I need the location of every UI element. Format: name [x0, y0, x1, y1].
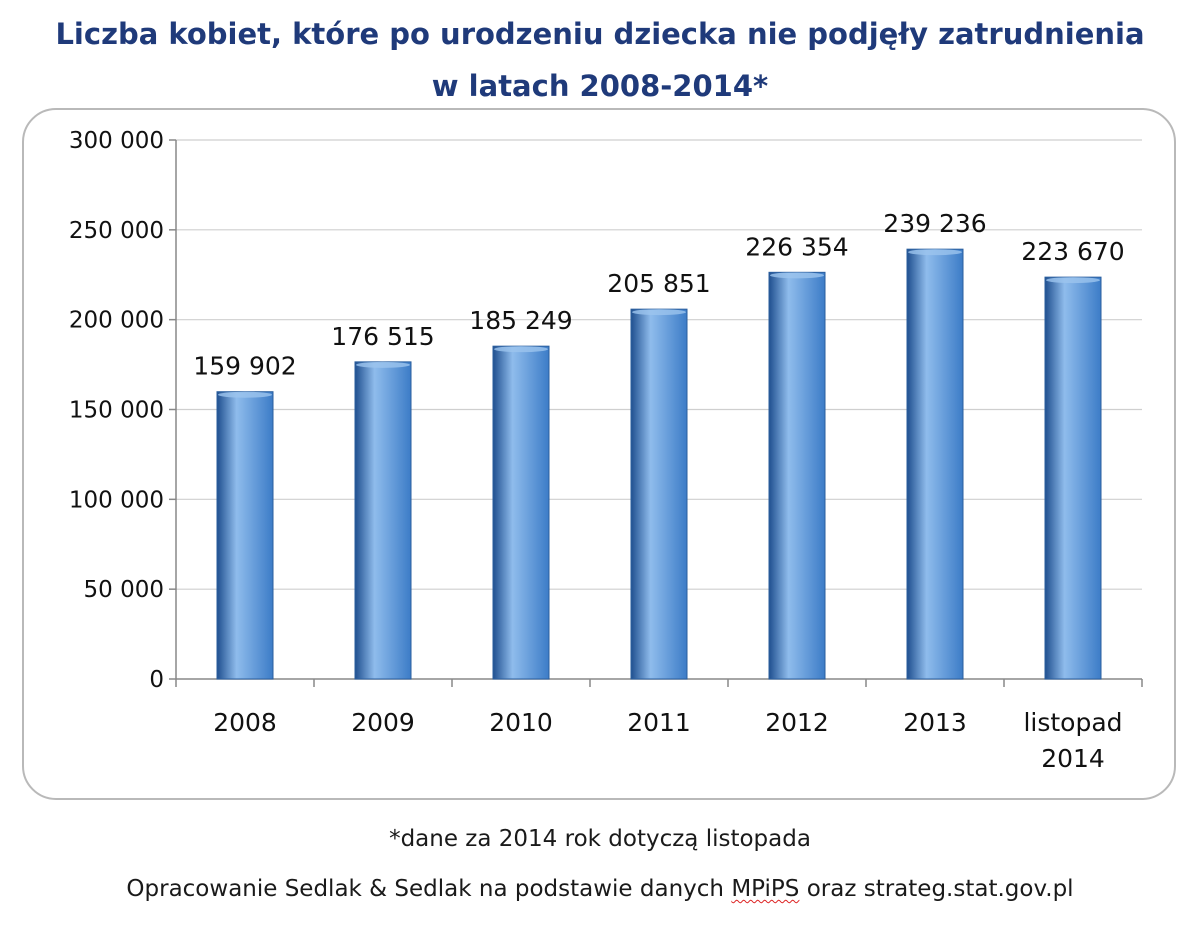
- x-category-label: 2009: [351, 708, 415, 737]
- x-category-label: 2011: [627, 708, 691, 737]
- bar-2009: [354, 361, 412, 680]
- bar-cap: [356, 361, 410, 368]
- chart-title-line-2: w latach 2008-2014*: [431, 69, 769, 103]
- x-category-label: listopad 2014: [1023, 708, 1122, 773]
- chart-title: Liczba kobiet, które po urodzeniu dzieck…: [0, 8, 1200, 112]
- chart-frame: [22, 108, 1176, 800]
- y-tick-label: 200 000: [69, 308, 164, 334]
- data-label: 239 236: [883, 209, 986, 238]
- x-category-label: 2010: [489, 708, 553, 737]
- bars: [216, 248, 1102, 680]
- data-label: 223 670: [1021, 237, 1124, 266]
- bar-cap: [494, 346, 548, 353]
- data-label: 205 851: [607, 269, 710, 298]
- source-prefix: Opracowanie Sedlak & Sedlak na podstawie…: [126, 876, 732, 902]
- y-tick-label: 150 000: [69, 398, 164, 424]
- bar-2013: [906, 248, 964, 680]
- y-tick-label: 50 000: [84, 577, 164, 603]
- source-suffix: oraz strateg.stat.gov.pl: [799, 876, 1074, 902]
- bar-cap: [908, 249, 962, 256]
- source-mpips: MPiPS: [731, 876, 800, 902]
- bar-2011: [630, 308, 688, 680]
- bar-listopad-2014: [1044, 276, 1102, 680]
- footnote-note-text: *dane za 2014 rok dotyczą listopada: [389, 826, 811, 852]
- bar-2010: [492, 345, 550, 680]
- data-label: 176 515: [331, 322, 434, 351]
- y-tick-label: 0: [149, 667, 164, 693]
- y-tick-label: 100 000: [69, 487, 164, 513]
- footnote-note: *dane za 2014 rok dotyczą listopada: [0, 826, 1200, 852]
- bar-cap: [632, 309, 686, 316]
- y-tick-label: 250 000: [69, 218, 164, 244]
- bar-cap: [770, 272, 824, 279]
- bar-2012: [768, 271, 826, 680]
- chart-title-line-1: Liczba kobiet, które po urodzeniu dzieck…: [55, 17, 1145, 51]
- labels: 0 50 000 100 000 150 000 200 000 250 000 300 0…: [69, 128, 1125, 773]
- x-category-label: 2013: [903, 708, 967, 737]
- bar-cap: [1046, 277, 1100, 284]
- bar-2008: [216, 391, 274, 680]
- x-category-label: 2012: [765, 708, 829, 737]
- data-label: 159 902: [193, 352, 296, 381]
- x-category-label: 2008: [213, 708, 277, 737]
- data-label: 185 249: [469, 306, 572, 335]
- bar-cap: [218, 391, 272, 398]
- y-tick-label: 300 000: [69, 128, 164, 154]
- source-note: Opracowanie Sedlak & Sedlak na podstawie…: [0, 876, 1200, 902]
- data-label: 226 354: [745, 232, 848, 261]
